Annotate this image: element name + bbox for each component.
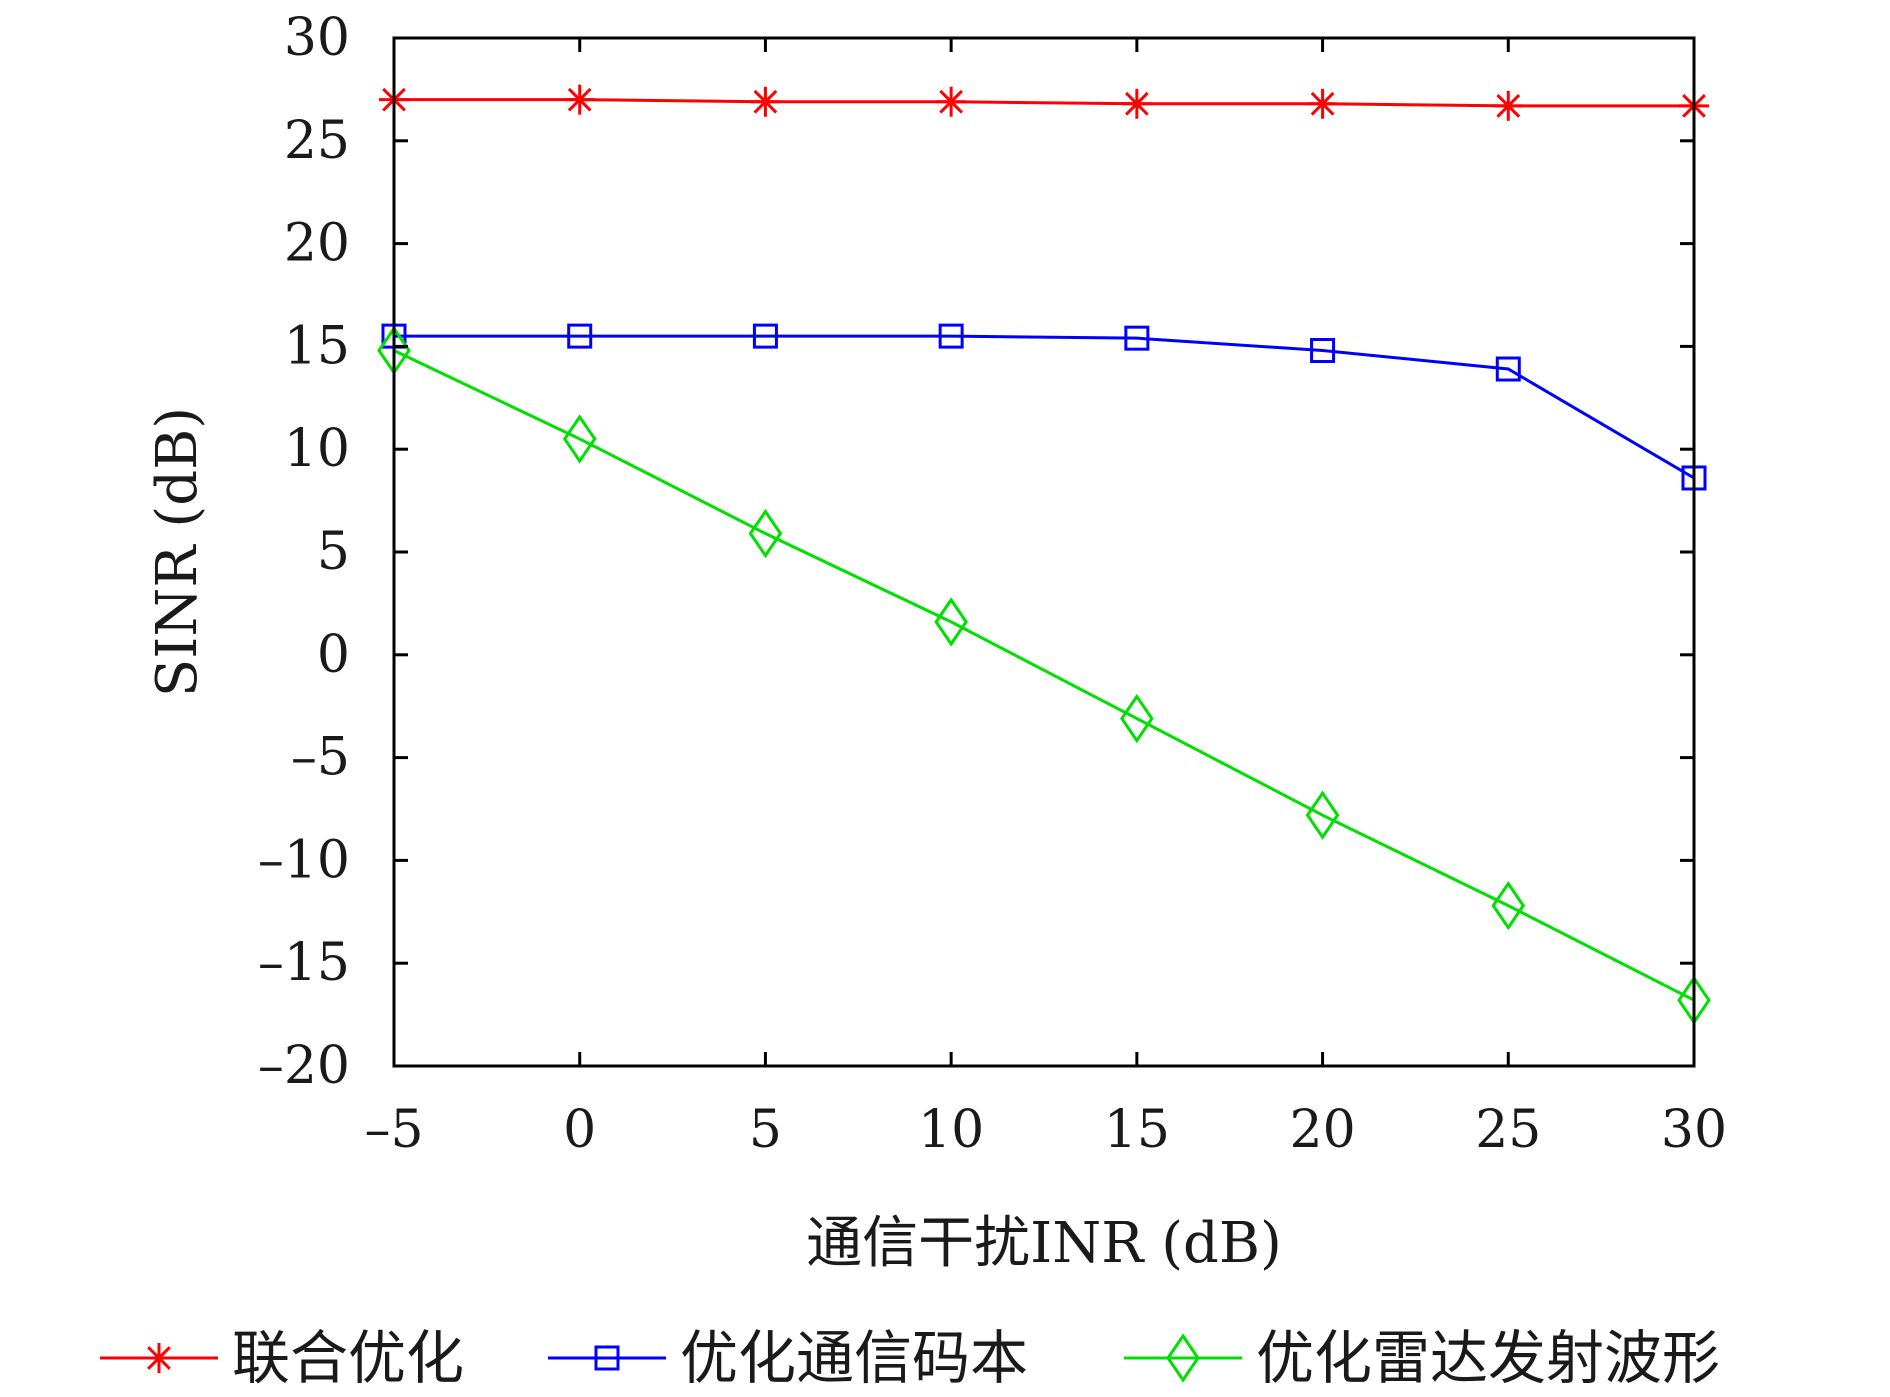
legend-item: 优化雷达发射波形	[1124, 1324, 1720, 1392]
series-layer	[377, 84, 1711, 1025]
y-tick-label: –20	[258, 1036, 350, 1096]
asterisk-marker	[144, 1343, 174, 1373]
series-square	[381, 323, 1707, 491]
asterisk-marker	[564, 84, 595, 115]
y-tick-label: 10	[284, 419, 350, 479]
square-marker	[1310, 338, 1336, 364]
axis-ticks: –5 0 5 10 15 20 25 30 –20 –15 –10 –5 0 5 10 15 20 25 30	[258, 8, 1727, 1160]
asterisk-stroke	[1496, 93, 1521, 118]
square-marker	[1124, 325, 1150, 351]
legend-label: 联合优化	[232, 1324, 464, 1392]
asterisk-marker	[936, 86, 967, 117]
y-tick-label: 25	[284, 111, 350, 171]
x-tick-label: 5	[749, 1100, 782, 1160]
legend-item: 联合优化	[100, 1324, 464, 1392]
square-marker	[567, 323, 593, 349]
legend-label: 优化雷达发射波形	[1256, 1324, 1720, 1392]
diamond-marker	[1491, 880, 1526, 931]
x-tick-label: 30	[1661, 1100, 1727, 1160]
x-tick-label: 10	[918, 1100, 984, 1160]
series-line	[393, 349, 1695, 1002]
asterisk-stroke	[939, 89, 964, 114]
square-marker	[938, 323, 964, 349]
legend: 联合优化 优化通信码本 优化雷达发射波形	[100, 1324, 1720, 1392]
asterisk-marker	[1121, 88, 1152, 119]
diamond-marker	[1120, 693, 1154, 744]
y-tick-label: 0	[317, 625, 350, 685]
asterisk-stroke	[1124, 91, 1149, 116]
x-tick-label: 0	[563, 1100, 596, 1160]
diamond-marker	[562, 414, 597, 464]
y-tick-label: 5	[317, 522, 350, 582]
series-line	[394, 98, 1694, 108]
x-tick-label: 15	[1104, 1100, 1170, 1160]
diamond-marker	[1305, 790, 1340, 840]
series-line	[394, 334, 1695, 480]
y-tick-label: 30	[284, 8, 350, 68]
x-tick-label: 20	[1289, 1100, 1355, 1160]
legend-label: 优化通信码本	[680, 1324, 1028, 1392]
asterisk-marker	[750, 86, 781, 117]
asterisk-marker	[1493, 90, 1524, 121]
y-tick-label: 15	[284, 316, 350, 376]
square-marker	[752, 323, 778, 349]
y-tick-label: –5	[291, 728, 350, 788]
series-diamond	[377, 325, 1711, 1025]
asterisk-stroke	[147, 1346, 171, 1370]
diamond-marker	[748, 508, 783, 559]
diamond-marker	[1166, 1333, 1200, 1383]
diamond-marker	[934, 597, 968, 647]
asterisk-stroke	[1310, 91, 1335, 116]
x-axis-title: 通信干扰INR (dB)	[806, 1211, 1282, 1276]
x-tick-label: 25	[1475, 1100, 1541, 1160]
y-tick-label: –15	[258, 933, 350, 993]
y-axis-title: SINR (dB)	[145, 407, 210, 697]
y-tick-label: 20	[284, 214, 350, 274]
asterisk-stroke	[753, 89, 778, 114]
square-marker	[1495, 356, 1521, 382]
square-marker	[594, 1345, 620, 1371]
legend-item: 优化通信码本	[548, 1324, 1028, 1392]
asterisk-marker	[1307, 88, 1338, 119]
series-asterisk	[379, 84, 1709, 121]
y-tick-label: –10	[258, 830, 350, 890]
x-tick-label: –5	[364, 1100, 423, 1160]
asterisk-stroke	[567, 87, 592, 112]
